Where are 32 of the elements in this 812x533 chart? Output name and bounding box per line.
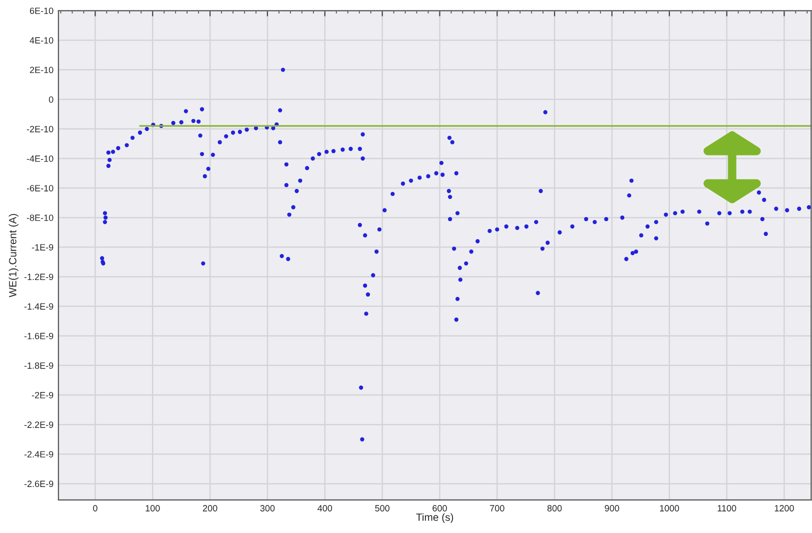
x-tick-label: 400 (318, 505, 332, 512)
y-tick-label: -1.2E-9 (24, 274, 54, 280)
y-tick-label: 2E-10 (30, 66, 54, 74)
y-tick-label: -1.8E-9 (24, 362, 54, 369)
y-tick-label: 6E-10 (30, 8, 54, 14)
y-tick-label: -2.4E-9 (24, 451, 54, 458)
x-tick-label: 700 (490, 505, 504, 512)
x-axis-title: Time (s) (416, 513, 454, 523)
x-tick-label: 200 (202, 505, 218, 512)
x-tick-label: 100 (146, 505, 160, 512)
y-tick-label: -4E-10 (26, 155, 54, 162)
x-tick-label: 1100 (718, 505, 736, 512)
x-tick-label: 1000 (660, 505, 680, 512)
y-tick-label: 0 (48, 96, 54, 103)
y-tick-label: -1E-9 (32, 244, 54, 251)
y-tick-label: -2.2E-9 (24, 422, 54, 428)
y-tick-label: -1.4E-9 (24, 303, 54, 310)
y-tick-label: -2E-10 (26, 126, 54, 132)
x-tick-label: 600 (432, 505, 447, 512)
y-tick-label: -8E-10 (26, 214, 54, 221)
y-tick-label: 4E-10 (30, 37, 54, 44)
y-tick-label: -2.6E-9 (24, 480, 54, 488)
x-tick-label: 800 (547, 505, 562, 512)
x-tick-label: 0 (93, 505, 98, 512)
y-tick-label: -2E-9 (32, 392, 54, 398)
x-tick-label: 300 (260, 505, 275, 512)
x-tick-label: 500 (375, 505, 390, 512)
x-tick-label: 1200 (774, 505, 794, 512)
y-tick-label: -6E-10 (26, 185, 54, 192)
x-tick-label: 900 (604, 505, 620, 512)
y-tick-label: -1.6E-9 (24, 332, 54, 340)
y-axis-title: WE(1).Current (A) (8, 214, 18, 298)
